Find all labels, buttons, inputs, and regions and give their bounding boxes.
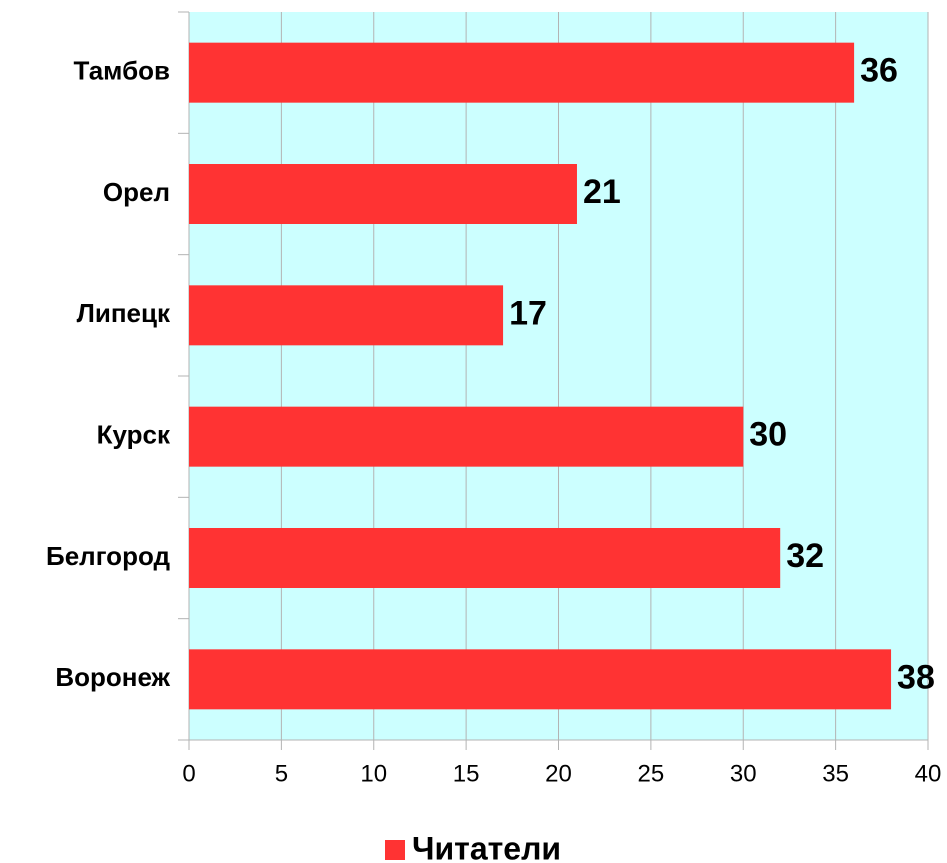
y-tick-label: Орел — [103, 177, 170, 207]
legend-label: Читатели — [412, 830, 561, 863]
bar — [189, 649, 892, 710]
value-label: 17 — [509, 294, 547, 332]
value-label: 36 — [860, 52, 898, 90]
value-label: 38 — [897, 658, 935, 696]
value-label: 21 — [583, 173, 621, 211]
x-tick-label: 25 — [638, 760, 665, 787]
legend-swatch — [385, 840, 405, 860]
x-tick-label: 0 — [182, 760, 195, 787]
y-tick-label: Белгород — [46, 541, 170, 571]
y-tick-label: Тамбов — [73, 56, 170, 86]
x-tick-label: 30 — [730, 760, 757, 787]
x-tick-label: 35 — [822, 760, 849, 787]
y-tick-label: Липецк — [77, 298, 171, 328]
x-tick-label: 20 — [545, 760, 572, 787]
bar — [189, 406, 744, 467]
x-tick-label: 5 — [275, 760, 288, 787]
bar — [189, 528, 781, 588]
bar — [189, 42, 855, 103]
y-tick-label: Курск — [97, 420, 171, 450]
value-label: 32 — [786, 537, 824, 575]
x-tick-label: 40 — [915, 760, 942, 787]
y-tick-label: Воронеж — [55, 662, 170, 692]
bar — [189, 164, 577, 224]
x-tick-label: 15 — [453, 760, 480, 787]
value-label: 30 — [749, 416, 787, 454]
bar — [189, 285, 504, 346]
x-tick-label: 10 — [360, 760, 387, 787]
